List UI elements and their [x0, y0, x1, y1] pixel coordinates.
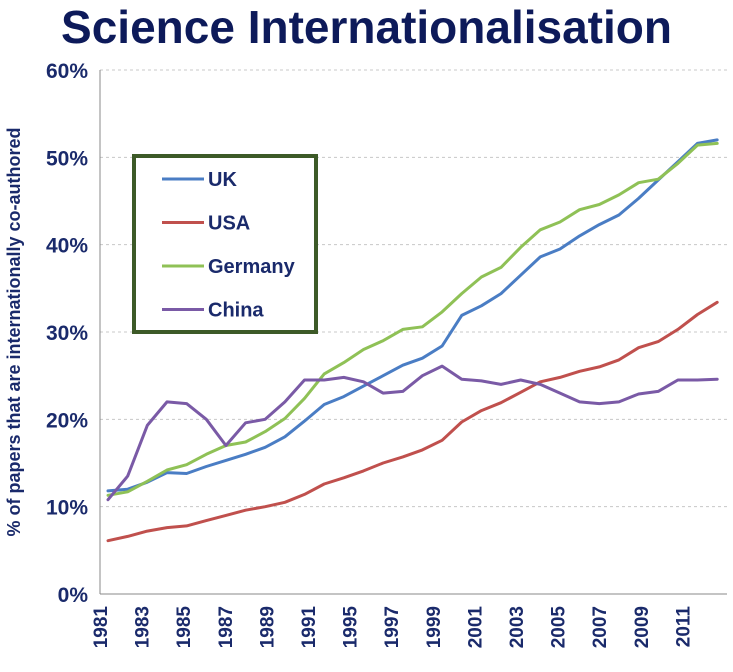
- series-line-germany: [106, 141, 719, 497]
- x-tick-label: 1995: [341, 606, 362, 649]
- x-tick-label: 1991: [299, 606, 320, 649]
- x-tick-label: 2011: [673, 606, 694, 648]
- x-tick-label: 1997: [382, 606, 403, 648]
- y-tick-label: 40%: [46, 235, 88, 258]
- legend-label-uk: UK: [208, 169, 237, 191]
- axes: [99, 70, 727, 595]
- x-tick-label: 2007: [590, 606, 611, 648]
- x-tick-label: 1989: [257, 606, 278, 648]
- legend-box: [132, 154, 318, 334]
- series-line-uk: [106, 138, 719, 493]
- y-tick-labels: 0% 10% 20% 30% 40% 50% 60%: [46, 60, 88, 607]
- series-line-china: [106, 364, 719, 502]
- x-tick-label: 2001: [465, 606, 486, 649]
- y-tick-label: 20%: [46, 409, 88, 432]
- legend-label-germany: Germany: [208, 256, 296, 278]
- x-tick-label: 2003: [507, 606, 528, 648]
- y-tick-label: 0%: [58, 584, 89, 607]
- x-tick-label: 1999: [424, 606, 445, 648]
- x-tick-label: 2005: [549, 606, 570, 649]
- legend: UK USA Germany China: [132, 154, 318, 334]
- series-lines: [106, 138, 719, 543]
- x-tick-labels: 1981 1983 1985 1987 1989 1991 1995 1997 1999 2001…: [91, 606, 694, 649]
- chart-title: Science Internationalisation: [61, 1, 672, 53]
- y-tick-label: 30%: [46, 322, 88, 345]
- x-tick-label: 1985: [174, 606, 195, 649]
- legend-label-china: China: [208, 300, 264, 322]
- y-tick-label: 10%: [46, 497, 88, 520]
- legend-label-usa: USA: [208, 213, 250, 235]
- y-axis-label: % of papers that are internationally co-…: [4, 127, 24, 536]
- series-line-usa: [106, 300, 719, 543]
- x-tick-label: 1983: [133, 606, 154, 648]
- x-tick-label: 2009: [632, 606, 653, 648]
- x-tick-label: 1987: [216, 606, 237, 648]
- x-tick-label: 1981: [91, 606, 112, 649]
- y-tick-label: 50%: [46, 147, 88, 170]
- y-tick-label: 60%: [46, 60, 88, 83]
